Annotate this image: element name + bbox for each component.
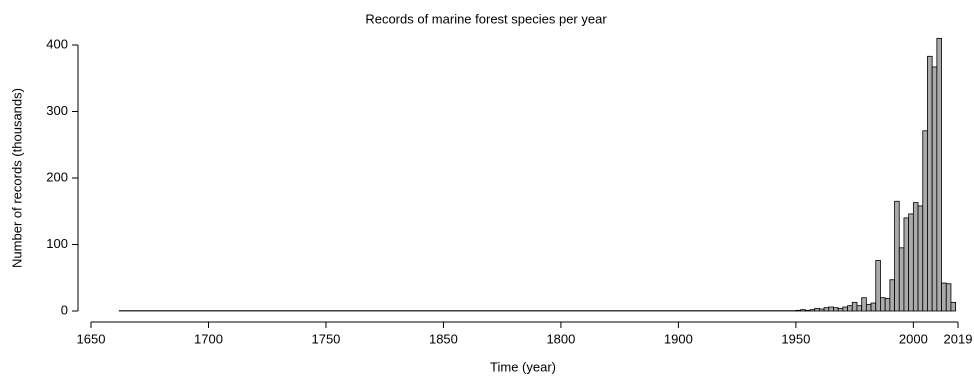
bar (829, 307, 834, 311)
bar (801, 310, 806, 311)
bar (810, 310, 815, 311)
y-axis-label: Number of records (thousands) (9, 88, 24, 268)
bar (838, 308, 843, 311)
x-tick-label: 1950 (781, 331, 810, 346)
bar (824, 308, 829, 311)
y-tick-label: 100 (46, 236, 68, 251)
bar (927, 56, 932, 311)
bar (848, 306, 853, 311)
bar (862, 298, 867, 311)
bar (885, 298, 890, 311)
y-tick-label: 300 (46, 103, 68, 118)
x-tick-label: 2000 (899, 331, 928, 346)
bar (880, 298, 885, 311)
bar (937, 38, 942, 311)
bar (876, 260, 881, 311)
x-tick-label: 1750 (311, 331, 340, 346)
bar (899, 248, 904, 311)
bar (815, 308, 820, 311)
y-tick-label: 400 (46, 36, 68, 51)
bar (942, 283, 947, 311)
bar (909, 214, 914, 311)
x-tick-label: 1700 (194, 331, 223, 346)
bar (951, 302, 956, 311)
bar (923, 131, 928, 311)
bar (819, 309, 824, 311)
x-tick-label: 1900 (664, 331, 693, 346)
bar (890, 280, 895, 311)
x-tick-label: 2019 (944, 331, 973, 346)
bar (796, 310, 801, 311)
bar (843, 307, 848, 311)
bar (946, 284, 951, 311)
x-axis-label: Time (year) (490, 359, 556, 374)
y-tick-label: 200 (46, 169, 68, 184)
bar (932, 67, 937, 311)
bar (904, 218, 909, 311)
bar (833, 308, 838, 311)
bar (866, 304, 871, 311)
y-tick-label: 0 (61, 302, 68, 317)
bar (918, 206, 923, 311)
chart-title: Records of marine forest species per yea… (365, 11, 607, 26)
x-tick-label: 1850 (429, 331, 458, 346)
bar (913, 203, 918, 311)
bar (852, 302, 857, 311)
bar (895, 201, 900, 311)
bar (805, 310, 810, 311)
x-tick-label: 1800 (546, 331, 575, 346)
bar (857, 306, 862, 311)
x-tick-label: 1650 (77, 331, 106, 346)
bar (871, 303, 876, 311)
